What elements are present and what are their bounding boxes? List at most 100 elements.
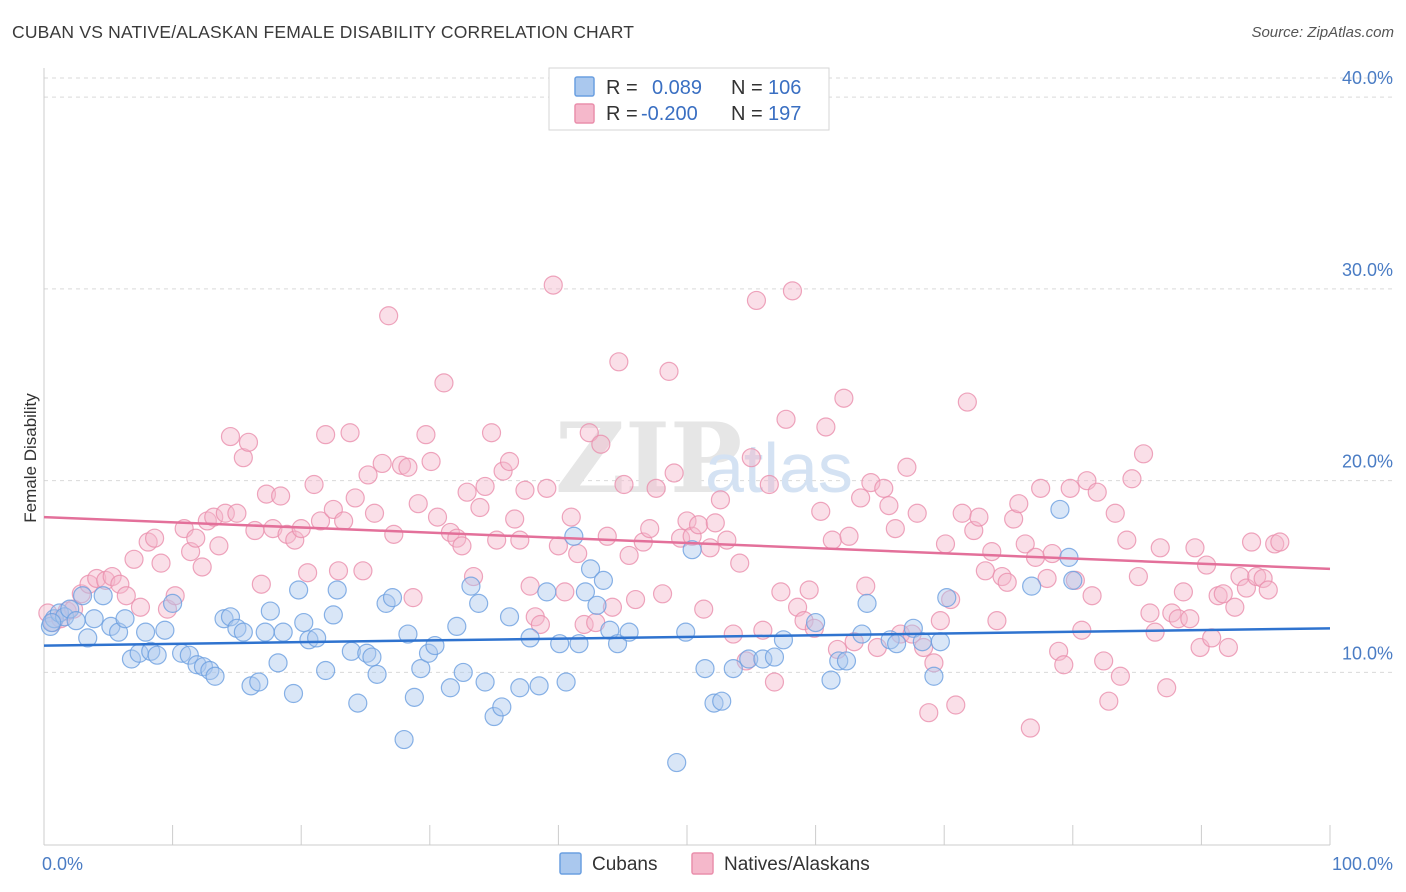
cuban-point — [367, 664, 387, 684]
cuban-point — [475, 672, 495, 692]
native-point — [1213, 584, 1233, 604]
native-point — [298, 563, 318, 583]
cuban-point — [78, 628, 98, 648]
native-point — [277, 524, 297, 544]
native-point — [1185, 538, 1205, 558]
legend-n-label-cubans: N = — [731, 77, 763, 99]
native-point — [625, 589, 646, 610]
native-point — [416, 425, 436, 445]
native-point — [764, 672, 785, 692]
native-point — [1031, 478, 1051, 498]
cuban-point — [484, 706, 504, 727]
native-point — [1105, 503, 1125, 523]
cuban-point — [249, 672, 269, 692]
cuban-point — [316, 660, 336, 681]
bottom-legend-swatch-natives — [691, 852, 714, 875]
cuban-point — [115, 609, 135, 629]
cuban-point — [447, 616, 467, 637]
native-point — [816, 417, 836, 437]
bottom-legend-label-cubans: Cubans — [592, 854, 658, 875]
cuban-point — [682, 540, 702, 560]
watermark-zip: ZIP — [555, 402, 742, 515]
native-point — [102, 566, 122, 587]
native-point — [969, 507, 989, 527]
cuban-point — [273, 622, 293, 642]
native-point — [256, 484, 277, 504]
legend-r-label-natives: R = — [606, 103, 638, 125]
native-point — [505, 509, 525, 529]
native-point — [710, 490, 731, 510]
native-point — [1037, 568, 1057, 589]
native-point — [481, 423, 502, 443]
cuban-point — [289, 580, 309, 600]
native-point — [116, 586, 136, 606]
cuban-point — [1063, 570, 1083, 590]
native-point — [537, 478, 557, 498]
native-point — [316, 425, 336, 445]
native-point — [1145, 622, 1165, 642]
cuban-point — [84, 609, 104, 629]
native-point — [1082, 586, 1102, 606]
cuban-point — [739, 649, 759, 669]
cuban-point — [72, 586, 93, 606]
native-point — [844, 632, 864, 652]
native-point — [568, 543, 588, 564]
cuban-point — [924, 666, 944, 686]
legend-n-label-natives: N = — [731, 103, 763, 125]
cuban-point — [912, 632, 932, 652]
cuban-point — [179, 645, 199, 665]
native-point — [124, 549, 144, 569]
cuban-point — [233, 622, 253, 642]
native-point — [717, 530, 737, 550]
native-point — [677, 511, 697, 531]
cuban-point — [362, 647, 382, 667]
native-point — [682, 526, 702, 546]
cuban-point — [829, 651, 849, 671]
native-point — [897, 457, 917, 477]
cuban-point — [556, 672, 576, 692]
native-point — [1133, 444, 1154, 464]
native-point — [384, 524, 404, 544]
native-point — [561, 507, 581, 527]
native-point — [1218, 637, 1239, 658]
cuban-point — [382, 588, 403, 608]
native-point — [822, 530, 842, 550]
native-point — [705, 513, 725, 533]
native-point — [1270, 532, 1290, 552]
native-point — [652, 584, 673, 604]
native-point — [434, 373, 454, 393]
cuban-point — [348, 693, 368, 713]
source-label: Source: ZipAtlas.com — [1251, 24, 1394, 41]
native-point — [602, 597, 623, 617]
cuban-point — [453, 662, 473, 683]
native-point — [579, 423, 599, 443]
cuban-point — [147, 645, 167, 665]
native-point — [130, 597, 151, 617]
native-point — [782, 281, 803, 301]
native-point — [165, 586, 185, 606]
grid-lines — [44, 77, 1392, 673]
cuban-point — [163, 593, 183, 613]
native-point — [811, 501, 831, 521]
cuban-point — [537, 582, 557, 602]
cuban-point — [200, 660, 220, 681]
cuban-point — [121, 649, 142, 669]
cuban-point — [440, 678, 460, 698]
native-point — [874, 478, 894, 498]
native-point — [1168, 609, 1188, 629]
native-point — [987, 611, 1007, 631]
legend-swatch-cubans — [574, 76, 595, 97]
cuban-point — [461, 576, 481, 596]
native-point — [597, 526, 617, 546]
native-point — [285, 530, 305, 550]
native-point — [885, 519, 905, 539]
cuban-point — [764, 647, 785, 667]
cuban-point — [723, 658, 743, 679]
native-point — [144, 528, 165, 548]
cuban-point — [575, 582, 596, 602]
native-point — [1087, 482, 1107, 502]
native-point — [408, 494, 428, 514]
native-point — [924, 653, 944, 673]
native-point — [619, 545, 639, 566]
native-point — [470, 497, 490, 518]
